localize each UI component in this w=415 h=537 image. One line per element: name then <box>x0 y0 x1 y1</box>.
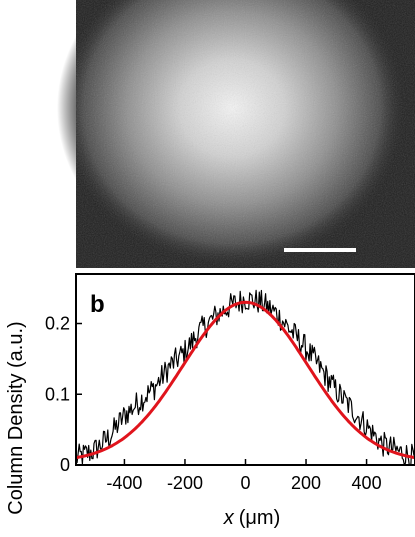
y-tick-label: 0 <box>60 455 70 475</box>
y-tick-label: 0.2 <box>45 314 70 334</box>
y-axis-title: Column Density (a.u.) <box>5 321 27 514</box>
x-tick-label: -400 <box>106 473 142 493</box>
panel-label-b: b <box>90 291 105 318</box>
image-noise <box>76 0 415 268</box>
x-axis-symbol: x <box>223 507 235 529</box>
profile-plot-panel: -400 -200 0 200 400 0 0.1 0.2 b x (μm) Column D… <box>5 273 415 529</box>
x-axis-unit: (μm) <box>239 507 281 529</box>
absorption-image-panel <box>57 0 415 268</box>
x-tick-label: 400 <box>352 473 382 493</box>
gaussian-fit-line <box>76 300 415 460</box>
x-tick-label: -200 <box>167 473 203 493</box>
x-tick-label: 0 <box>240 473 250 493</box>
y-tick-label: 0.1 <box>45 384 70 404</box>
measured-profile-line <box>76 289 415 465</box>
x-tick-label: 200 <box>291 473 321 493</box>
y-axis-ticks: 0 0.1 0.2 <box>45 314 82 475</box>
x-axis-title: x (μm) <box>223 507 281 529</box>
x-axis-ticks: -400 -200 0 200 400 <box>106 459 382 493</box>
